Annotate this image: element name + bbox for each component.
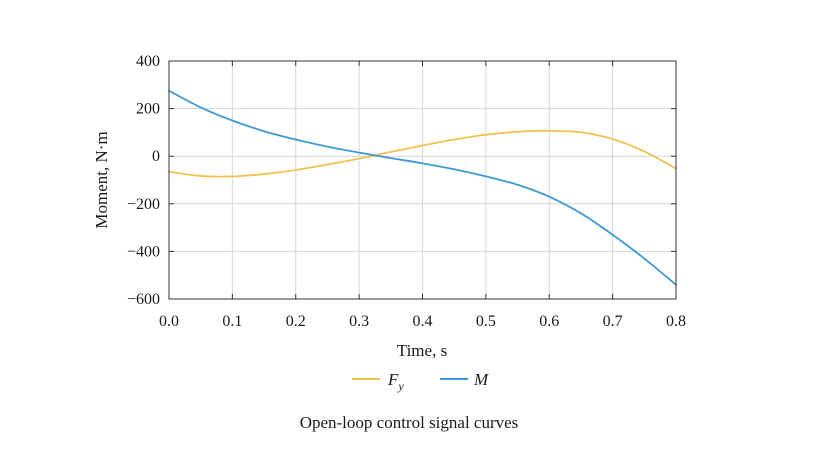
x-tick-label: 0.7 [603, 313, 623, 330]
y-tick-label: 200 [136, 101, 160, 118]
series-lines [168, 89, 677, 286]
y-tick-label: −400 [127, 243, 160, 260]
x-tick-labels: 0.0 0.1 0.2 0.3 0.4 0.5 0.6 0.7 0.8 [159, 313, 686, 330]
y-tick-labels: 400 200 0 −200 −400 −600 [127, 53, 160, 308]
series-line-fy [168, 129, 677, 178]
x-axis-title: Time, s [397, 341, 447, 360]
figure-caption: Open-loop control signal curves [299, 413, 519, 432]
y-tick-label: 400 [136, 53, 160, 70]
x-tick-label: 0.5 [476, 313, 496, 330]
x-tick-label: 0.6 [539, 313, 559, 330]
x-tick-label: 0.2 [286, 313, 306, 330]
y-tick-label: −600 [127, 291, 160, 308]
x-tick-label: 0.1 [222, 313, 242, 330]
grid-lines [169, 61, 676, 299]
x-tick-label: 0.3 [349, 313, 369, 330]
x-tick-label: 0.4 [413, 313, 433, 330]
legend-label-m: M [473, 370, 489, 389]
x-tick-label: 0.0 [159, 313, 179, 330]
legend-label-fy: Fy [387, 370, 404, 393]
y-tick-label: 0 [152, 148, 160, 165]
series-line-m [168, 89, 677, 286]
y-tick-label: −200 [127, 196, 160, 213]
y-axis-title: Moment, N·m [92, 131, 111, 228]
x-tick-label: 0.8 [666, 313, 686, 330]
axis-ticks [168, 60, 677, 300]
legend: Fy M [352, 370, 489, 393]
